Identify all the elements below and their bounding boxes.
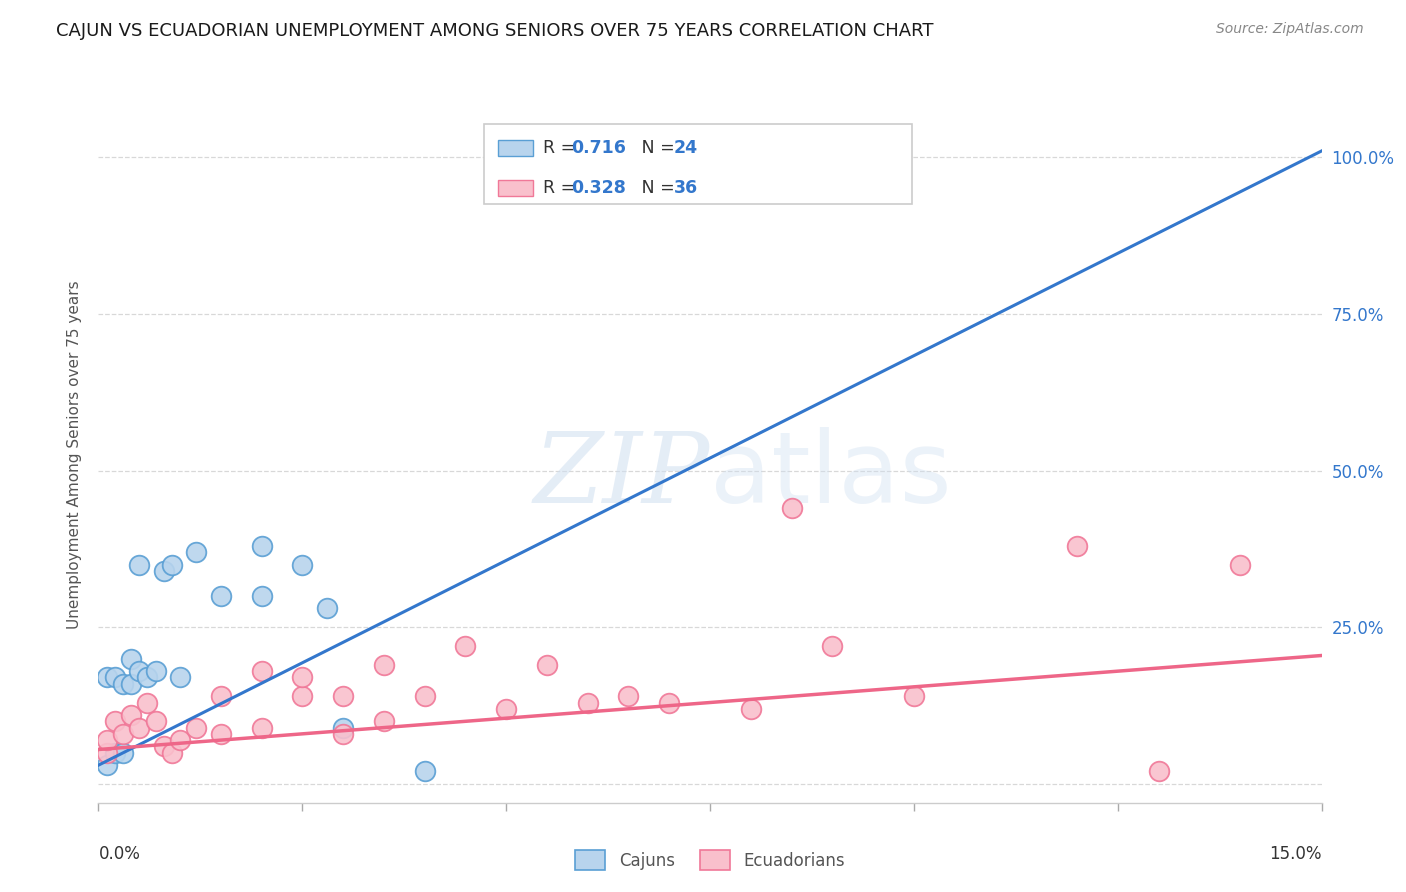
Point: [903, 690, 925, 704]
Point: [111, 746, 134, 760]
Point: [495, 702, 517, 716]
Point: [120, 708, 142, 723]
Point: [104, 746, 127, 760]
Text: atlas: atlas: [710, 427, 952, 524]
Point: [250, 721, 273, 735]
Point: [104, 714, 127, 729]
Text: ZIP: ZIP: [534, 428, 710, 524]
Point: [152, 739, 174, 754]
Point: [536, 657, 558, 672]
Point: [209, 589, 232, 603]
Point: [699, 169, 721, 183]
Text: 15.0%: 15.0%: [1270, 845, 1322, 863]
Point: [104, 670, 127, 684]
Point: [373, 657, 395, 672]
Point: [145, 664, 167, 678]
Point: [128, 721, 150, 735]
Point: [186, 721, 208, 735]
Point: [740, 702, 762, 716]
Point: [136, 670, 159, 684]
Point: [120, 651, 142, 665]
Text: 0.716: 0.716: [571, 139, 626, 157]
Point: [373, 714, 395, 729]
Point: [111, 727, 134, 741]
Point: [145, 714, 167, 729]
Point: [111, 676, 134, 690]
Text: N =: N =: [624, 139, 681, 157]
Point: [821, 639, 844, 653]
Point: [332, 727, 354, 741]
Point: [169, 733, 191, 747]
Text: N =: N =: [624, 179, 681, 197]
Point: [413, 764, 436, 779]
Point: [332, 690, 354, 704]
Point: [209, 727, 232, 741]
Point: [128, 558, 150, 572]
Point: [332, 721, 354, 735]
Point: [152, 564, 174, 578]
Point: [250, 589, 273, 603]
Point: [413, 690, 436, 704]
Point: [250, 664, 273, 678]
Point: [780, 501, 803, 516]
Point: [186, 545, 208, 559]
Point: [169, 670, 191, 684]
Text: 36: 36: [673, 179, 697, 197]
Point: [120, 676, 142, 690]
Text: CAJUN VS ECUADORIAN UNEMPLOYMENT AMONG SENIORS OVER 75 YEARS CORRELATION CHART: CAJUN VS ECUADORIAN UNEMPLOYMENT AMONG S…: [56, 22, 934, 40]
Text: 0.0%: 0.0%: [98, 845, 141, 863]
Point: [1147, 764, 1170, 779]
Text: Source: ZipAtlas.com: Source: ZipAtlas.com: [1216, 22, 1364, 37]
Point: [160, 746, 183, 760]
Point: [136, 696, 159, 710]
Point: [576, 696, 599, 710]
Point: [96, 733, 118, 747]
Text: R =: R =: [543, 139, 581, 157]
Point: [291, 670, 314, 684]
Point: [291, 690, 314, 704]
Point: [209, 690, 232, 704]
Point: [250, 539, 273, 553]
Point: [96, 670, 118, 684]
Point: [454, 639, 477, 653]
Point: [315, 601, 337, 615]
Text: 24: 24: [673, 139, 697, 157]
Text: R =: R =: [543, 179, 581, 197]
Point: [1229, 558, 1251, 572]
Point: [96, 746, 118, 760]
Point: [658, 696, 681, 710]
Y-axis label: Unemployment Among Seniors over 75 years: Unemployment Among Seniors over 75 years: [66, 281, 82, 629]
Legend: Cajuns, Ecuadorians: Cajuns, Ecuadorians: [567, 842, 853, 878]
Point: [291, 558, 314, 572]
Point: [1066, 539, 1088, 553]
Text: 0.328: 0.328: [571, 179, 626, 197]
Point: [128, 664, 150, 678]
Point: [617, 690, 640, 704]
Point: [160, 558, 183, 572]
Point: [96, 758, 118, 772]
